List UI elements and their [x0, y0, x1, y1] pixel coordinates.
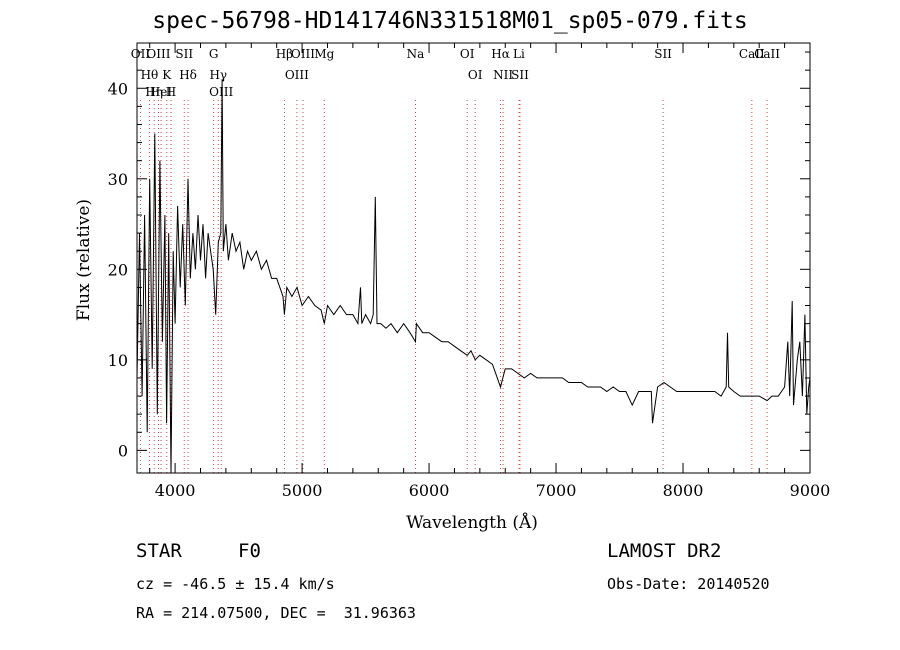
plot-frame	[136, 42, 811, 474]
y-tick-label: 0	[118, 441, 128, 460]
line-marker-label: Hδ	[179, 68, 197, 82]
line-marker-label: OIII	[146, 47, 170, 61]
line-marker-label: Mg	[314, 47, 334, 61]
line-marker-label: OIII	[285, 68, 309, 82]
y-tick-label: 40	[108, 79, 128, 98]
line-marker-label: H	[166, 85, 176, 99]
y-tick-label: 30	[108, 170, 128, 189]
line-marker-label: CaII	[739, 47, 765, 61]
line-marker-label: K	[162, 68, 172, 82]
line-marker-label: Li	[513, 47, 525, 61]
line-marker-label: Hθ	[141, 68, 159, 82]
spectrum-series-line	[136, 79, 811, 474]
x-tick-label: 8000	[663, 481, 704, 500]
object-class: STAR	[136, 540, 182, 562]
line-marker-label: OII	[131, 47, 151, 61]
survey-name: LAMOST DR2	[607, 540, 722, 562]
radial-velocity: cz = -46.5 ± 15.4 km/s	[136, 575, 335, 593]
x-tick-label: 6000	[409, 481, 450, 500]
y-axis-ticks: 0 10 20 30 40	[108, 51, 810, 460]
emission-line-markers	[139, 100, 768, 473]
line-marker-label: OIII	[209, 85, 233, 99]
x-tick-label: 5000	[282, 481, 323, 500]
line-marker-label: OIII	[291, 47, 315, 61]
spectral-subclass: F0	[238, 540, 261, 562]
x-tick-label: 9000	[790, 481, 831, 500]
chart-title: spec-56798-HD141746N331518M01_sp05-079.f…	[152, 8, 748, 34]
line-marker-label: Hγ	[209, 68, 227, 82]
x-axis-ticks: 4000 5000 6000 7000 8000 9000	[149, 43, 831, 500]
line-marker-label: OI	[468, 68, 483, 82]
line-marker-label: HeI	[150, 85, 173, 99]
line-marker-label: SII	[511, 68, 529, 82]
line-marker-label: Hα	[491, 47, 510, 61]
x-tick-label: 4000	[155, 481, 196, 500]
line-marker-label: Hβ	[276, 47, 293, 61]
x-tick-label: 7000	[536, 481, 577, 500]
line-marker-label: Hη	[145, 85, 163, 99]
line-marker-label: NII	[493, 68, 513, 82]
line-marker-label: OI	[460, 47, 475, 61]
observation-date: Obs-Date: 20140520	[607, 575, 770, 593]
line-marker-label: SII	[654, 47, 672, 61]
x-axis-label: Wavelength (Å)	[406, 512, 538, 533]
line-marker-label: G	[209, 47, 219, 61]
y-tick-label: 20	[108, 260, 128, 279]
line-marker-label: Na	[407, 47, 425, 61]
y-tick-label: 10	[108, 351, 128, 370]
y-axis-label: Flux (relative)	[74, 199, 94, 321]
coordinates: RA = 214.07500, DEC = 31.96363	[136, 604, 416, 622]
line-marker-label: SII	[175, 47, 193, 61]
line-marker-label: CaII	[754, 47, 780, 61]
